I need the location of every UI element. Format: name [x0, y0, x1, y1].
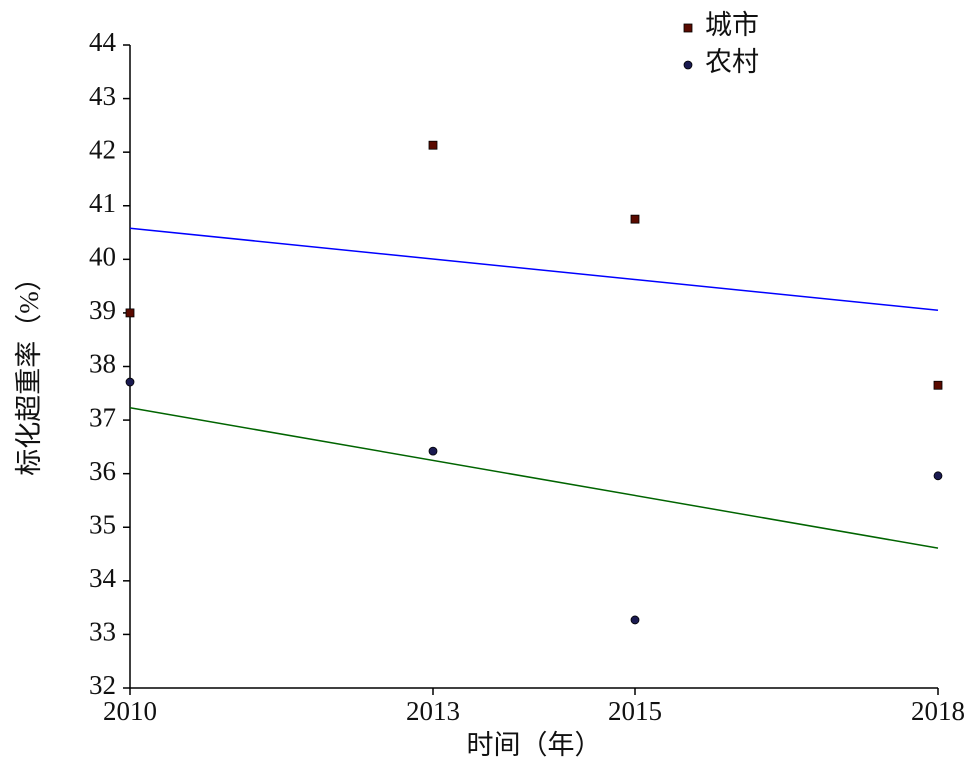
point: [125, 377, 135, 387]
y-tick-label: 43: [89, 81, 116, 111]
point: [933, 380, 943, 390]
point: [125, 308, 135, 318]
x-tick-label: 2015: [608, 696, 662, 726]
point: [933, 471, 943, 481]
legend-marker: [683, 23, 693, 33]
y-tick-label: 42: [89, 134, 116, 164]
trend-line: [129, 227, 939, 311]
x-tick-label: 2010: [103, 696, 157, 726]
x-tick-label: 2013: [406, 696, 460, 726]
point: [630, 214, 640, 224]
trend-line: [129, 407, 939, 549]
y-tick-label: 33: [89, 617, 116, 647]
point: [428, 446, 438, 456]
x-axis-label: 时间（年）: [467, 730, 602, 760]
y-tick-label: 38: [89, 349, 116, 379]
legend-marker: [683, 60, 693, 70]
y-tick-label: 32: [89, 670, 116, 700]
y-tick-label: 44: [89, 27, 117, 57]
y-tick-label: 36: [89, 456, 116, 486]
legend-label: 农村: [705, 47, 759, 77]
y-tick-label: 41: [89, 188, 116, 218]
point: [630, 615, 640, 625]
legend-label: 城市: [705, 10, 759, 40]
y-axis-label: 标化超重率（%）: [14, 264, 44, 476]
y-tick-label: 37: [89, 402, 116, 432]
y-tick-label: 40: [89, 242, 116, 272]
y-tick-label: 34: [89, 563, 117, 593]
point: [428, 140, 438, 150]
y-tick-label: 39: [89, 295, 116, 325]
x-tick-label: 2018: [911, 696, 965, 726]
y-tick-label: 35: [89, 509, 116, 539]
